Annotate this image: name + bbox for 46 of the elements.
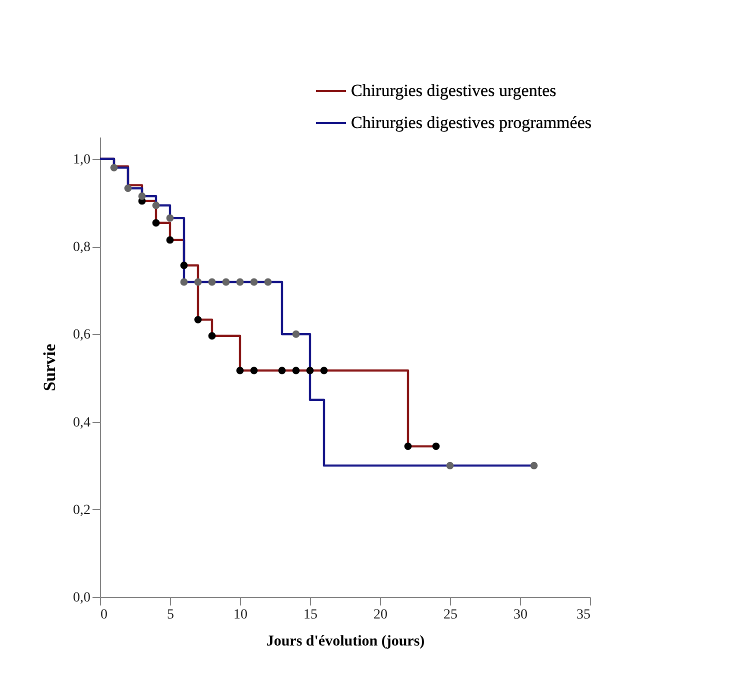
legend-label: Chirurgies digestives urgentes <box>351 81 556 100</box>
y-tick-label: 0,6 <box>73 328 90 343</box>
point <box>432 442 440 450</box>
point <box>180 262 188 270</box>
point <box>194 278 202 286</box>
point <box>124 184 132 192</box>
point <box>306 366 314 374</box>
y-tick-label: 0,8 <box>73 240 90 256</box>
x-tick-label: 15 <box>304 608 318 622</box>
point <box>250 366 258 374</box>
y-tick-label: 0,0 <box>73 590 90 606</box>
point <box>138 192 146 200</box>
x-tick-label: 30 <box>514 608 528 622</box>
y-tick-label: 0,4 <box>73 415 90 430</box>
x-tick-label: 25 <box>444 608 458 622</box>
point <box>250 278 258 286</box>
point <box>292 366 300 374</box>
point <box>236 366 244 374</box>
point <box>446 462 454 470</box>
point <box>166 214 174 222</box>
point <box>194 316 202 324</box>
point <box>152 219 160 227</box>
x-tick-label: 5 <box>167 608 174 622</box>
point <box>222 278 230 286</box>
point <box>404 442 412 450</box>
point <box>110 164 118 172</box>
point <box>278 366 286 374</box>
x-tick-label: 20 <box>374 608 388 622</box>
point <box>264 278 272 286</box>
y-tick-label: 0,2 <box>73 502 90 518</box>
legend-label: Chirurgies digestives programmées <box>351 113 592 132</box>
x-tick-label: 35 <box>576 608 590 622</box>
point <box>530 462 538 470</box>
point <box>208 278 216 286</box>
point <box>320 366 328 374</box>
point <box>292 330 300 338</box>
point <box>208 332 216 340</box>
y-axis-title: Survie <box>40 343 59 392</box>
x-tick-label: 10 <box>234 608 248 622</box>
x-axis-title: Jours d'évolution (jours) <box>266 634 425 650</box>
point <box>152 202 160 210</box>
point <box>236 278 244 286</box>
point <box>180 278 188 286</box>
y-tick-label: 1,0 <box>73 152 90 168</box>
x-tick-label: 0 <box>100 608 108 622</box>
point <box>166 236 174 244</box>
